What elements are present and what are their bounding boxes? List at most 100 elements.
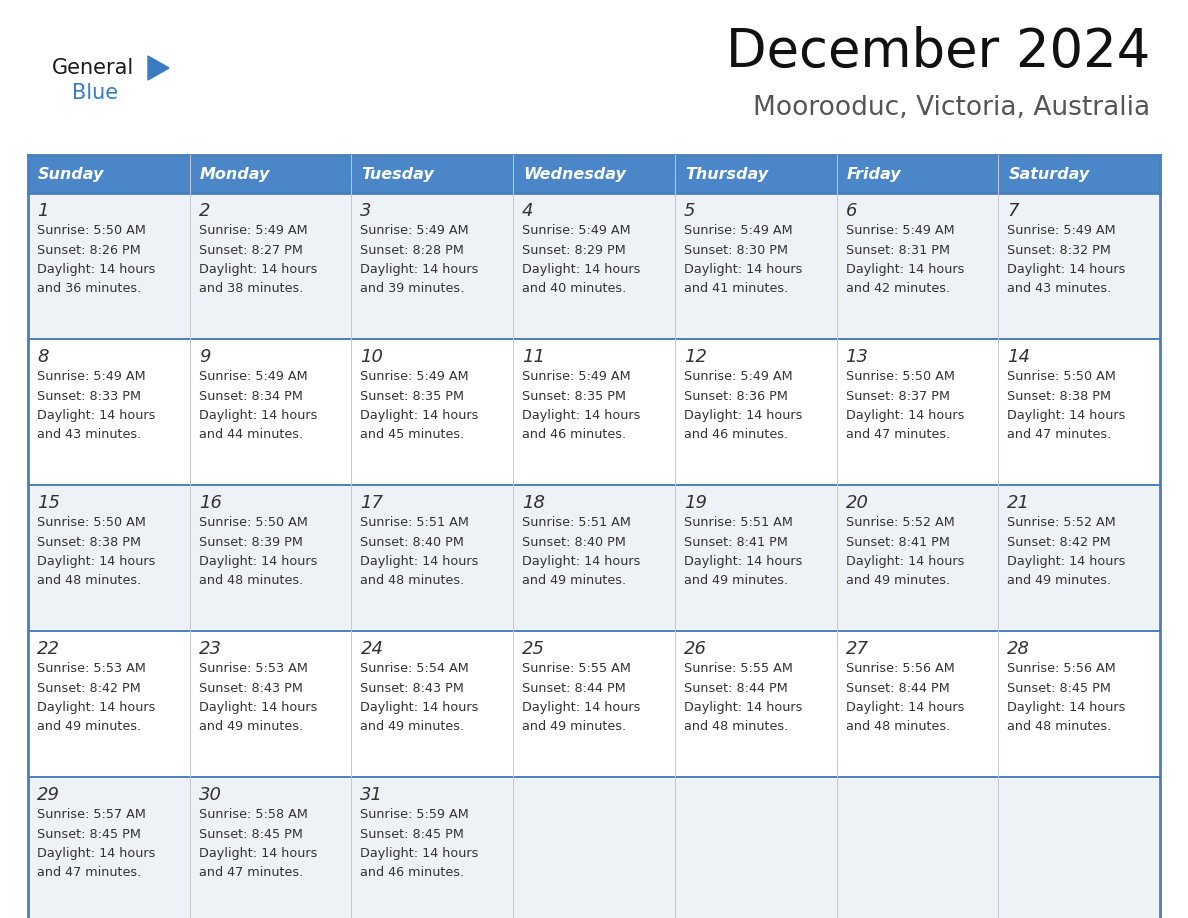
- Text: Sunrise: 5:49 AM: Sunrise: 5:49 AM: [1007, 225, 1116, 238]
- Text: Sunrise: 5:49 AM: Sunrise: 5:49 AM: [360, 225, 469, 238]
- Text: and 36 minutes.: and 36 minutes.: [37, 282, 141, 295]
- Bar: [352, 485, 513, 631]
- Bar: [675, 777, 836, 918]
- Bar: [836, 631, 998, 777]
- Text: and 47 minutes.: and 47 minutes.: [37, 866, 141, 879]
- Bar: [513, 777, 675, 918]
- Polygon shape: [148, 56, 169, 80]
- Text: 13: 13: [846, 348, 868, 366]
- Text: Sunset: 8:45 PM: Sunset: 8:45 PM: [1007, 681, 1111, 695]
- Text: Sunrise: 5:49 AM: Sunrise: 5:49 AM: [523, 225, 631, 238]
- Bar: [190, 339, 352, 485]
- Text: Sunrise: 5:56 AM: Sunrise: 5:56 AM: [846, 663, 954, 676]
- Bar: [675, 193, 836, 339]
- Text: 6: 6: [846, 202, 857, 220]
- Text: Daylight: 14 hours: Daylight: 14 hours: [1007, 409, 1126, 421]
- Text: Sunset: 8:39 PM: Sunset: 8:39 PM: [198, 535, 303, 548]
- Text: Sunrise: 5:49 AM: Sunrise: 5:49 AM: [198, 225, 308, 238]
- Text: Blue: Blue: [72, 83, 118, 103]
- Text: Daylight: 14 hours: Daylight: 14 hours: [523, 263, 640, 275]
- Bar: [29, 485, 190, 631]
- Text: 3: 3: [360, 202, 372, 220]
- Text: 4: 4: [523, 202, 533, 220]
- Text: Daylight: 14 hours: Daylight: 14 hours: [37, 409, 156, 421]
- Text: and 46 minutes.: and 46 minutes.: [360, 866, 465, 879]
- Text: Daylight: 14 hours: Daylight: 14 hours: [198, 409, 317, 421]
- Text: 28: 28: [1007, 640, 1030, 658]
- Text: Sunrise: 5:50 AM: Sunrise: 5:50 AM: [198, 517, 308, 530]
- Text: Sunset: 8:43 PM: Sunset: 8:43 PM: [198, 681, 303, 695]
- Text: 7: 7: [1007, 202, 1019, 220]
- Text: Sunset: 8:41 PM: Sunset: 8:41 PM: [684, 535, 788, 548]
- Text: and 49 minutes.: and 49 minutes.: [684, 574, 788, 587]
- Bar: [352, 339, 513, 485]
- Text: 16: 16: [198, 494, 222, 512]
- Text: Sunrise: 5:55 AM: Sunrise: 5:55 AM: [523, 663, 631, 676]
- Text: 30: 30: [198, 786, 222, 804]
- Text: 27: 27: [846, 640, 868, 658]
- Text: 25: 25: [523, 640, 545, 658]
- Text: and 39 minutes.: and 39 minutes.: [360, 282, 465, 295]
- Text: and 48 minutes.: and 48 minutes.: [846, 720, 950, 733]
- Text: Daylight: 14 hours: Daylight: 14 hours: [523, 409, 640, 421]
- Text: Sunset: 8:34 PM: Sunset: 8:34 PM: [198, 389, 303, 402]
- Text: Sunrise: 5:59 AM: Sunrise: 5:59 AM: [360, 809, 469, 822]
- Text: 24: 24: [360, 640, 384, 658]
- Text: Sunrise: 5:49 AM: Sunrise: 5:49 AM: [523, 371, 631, 384]
- Text: Daylight: 14 hours: Daylight: 14 hours: [523, 700, 640, 713]
- Text: Sunset: 8:29 PM: Sunset: 8:29 PM: [523, 243, 626, 256]
- Text: 15: 15: [37, 494, 61, 512]
- Text: Sunset: 8:31 PM: Sunset: 8:31 PM: [846, 243, 949, 256]
- Text: and 43 minutes.: and 43 minutes.: [37, 428, 141, 441]
- Text: and 49 minutes.: and 49 minutes.: [1007, 574, 1112, 587]
- Text: Daylight: 14 hours: Daylight: 14 hours: [198, 846, 317, 859]
- Text: and 38 minutes.: and 38 minutes.: [198, 282, 303, 295]
- Text: and 47 minutes.: and 47 minutes.: [846, 428, 950, 441]
- Text: Sunset: 8:40 PM: Sunset: 8:40 PM: [360, 535, 465, 548]
- Text: Sunset: 8:42 PM: Sunset: 8:42 PM: [1007, 535, 1111, 548]
- Text: Daylight: 14 hours: Daylight: 14 hours: [37, 700, 156, 713]
- Text: Sunset: 8:37 PM: Sunset: 8:37 PM: [846, 389, 949, 402]
- Text: Sunset: 8:36 PM: Sunset: 8:36 PM: [684, 389, 788, 402]
- Text: Sunset: 8:43 PM: Sunset: 8:43 PM: [360, 681, 465, 695]
- Text: Sunrise: 5:50 AM: Sunrise: 5:50 AM: [37, 225, 146, 238]
- Text: Sunrise: 5:49 AM: Sunrise: 5:49 AM: [198, 371, 308, 384]
- Text: Sunrise: 5:52 AM: Sunrise: 5:52 AM: [846, 517, 954, 530]
- Text: Daylight: 14 hours: Daylight: 14 hours: [846, 700, 963, 713]
- Text: Daylight: 14 hours: Daylight: 14 hours: [360, 409, 479, 421]
- Text: 8: 8: [37, 348, 49, 366]
- Text: Daylight: 14 hours: Daylight: 14 hours: [1007, 263, 1126, 275]
- Text: Sunrise: 5:54 AM: Sunrise: 5:54 AM: [360, 663, 469, 676]
- Text: Sunrise: 5:50 AM: Sunrise: 5:50 AM: [37, 517, 146, 530]
- Text: Sunset: 8:38 PM: Sunset: 8:38 PM: [37, 535, 141, 548]
- Text: 23: 23: [198, 640, 222, 658]
- Text: Sunset: 8:44 PM: Sunset: 8:44 PM: [846, 681, 949, 695]
- Bar: [513, 339, 675, 485]
- Text: Daylight: 14 hours: Daylight: 14 hours: [1007, 554, 1126, 567]
- Text: Monday: Monday: [200, 166, 270, 182]
- Text: Sunset: 8:41 PM: Sunset: 8:41 PM: [846, 535, 949, 548]
- Text: Sunrise: 5:57 AM: Sunrise: 5:57 AM: [37, 809, 146, 822]
- Bar: [29, 631, 190, 777]
- Text: Daylight: 14 hours: Daylight: 14 hours: [684, 554, 802, 567]
- Text: 31: 31: [360, 786, 384, 804]
- Text: and 44 minutes.: and 44 minutes.: [198, 428, 303, 441]
- Text: Sunrise: 5:49 AM: Sunrise: 5:49 AM: [684, 371, 792, 384]
- Text: Daylight: 14 hours: Daylight: 14 hours: [37, 554, 156, 567]
- Text: Sunset: 8:27 PM: Sunset: 8:27 PM: [198, 243, 303, 256]
- Bar: [29, 777, 190, 918]
- Text: 9: 9: [198, 348, 210, 366]
- Bar: [29, 339, 190, 485]
- Bar: [513, 485, 675, 631]
- Text: Sunset: 8:45 PM: Sunset: 8:45 PM: [37, 827, 141, 841]
- Text: 5: 5: [684, 202, 695, 220]
- Text: Daylight: 14 hours: Daylight: 14 hours: [360, 846, 479, 859]
- Text: 22: 22: [37, 640, 61, 658]
- Text: and 48 minutes.: and 48 minutes.: [684, 720, 788, 733]
- Text: 11: 11: [523, 348, 545, 366]
- Text: Sunrise: 5:51 AM: Sunrise: 5:51 AM: [684, 517, 792, 530]
- Text: Daylight: 14 hours: Daylight: 14 hours: [846, 409, 963, 421]
- Text: Daylight: 14 hours: Daylight: 14 hours: [684, 263, 802, 275]
- Text: Sunset: 8:44 PM: Sunset: 8:44 PM: [523, 681, 626, 695]
- Text: Sunrise: 5:50 AM: Sunrise: 5:50 AM: [1007, 371, 1117, 384]
